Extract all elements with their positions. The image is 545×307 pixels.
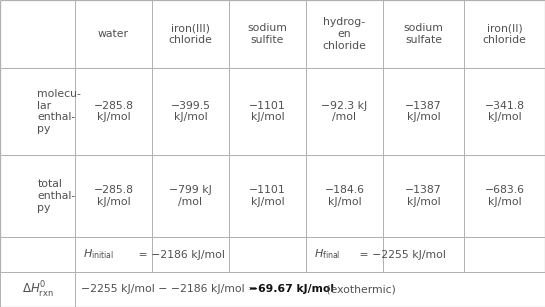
Text: −1387
kJ/mol: −1387 kJ/mol [405,185,442,207]
Text: total
enthal-
py: total enthal- py [38,179,76,213]
Text: −1101
kJ/mol: −1101 kJ/mol [249,185,286,207]
Text: = −2186 kJ/mol: = −2186 kJ/mol [135,250,225,259]
Text: −69.67 kJ/mol: −69.67 kJ/mol [249,285,334,294]
Text: (exothermic): (exothermic) [323,285,396,294]
Text: sodium
sulfite: sodium sulfite [247,23,287,45]
Text: $H_{\rm final}$: $H_{\rm final}$ [314,248,341,261]
Text: iron(II)
chloride: iron(II) chloride [482,23,526,45]
Text: hydrog-
en
chloride: hydrog- en chloride [323,17,366,51]
Text: −399.5
kJ/mol: −399.5 kJ/mol [171,101,210,122]
Text: −341.8
kJ/mol: −341.8 kJ/mol [485,101,524,122]
Text: $H_{\rm initial}$: $H_{\rm initial}$ [83,248,114,261]
Text: −1101
kJ/mol: −1101 kJ/mol [249,101,286,122]
Text: sodium
sulfate: sodium sulfate [403,23,444,45]
Text: −683.6
kJ/mol: −683.6 kJ/mol [485,185,524,207]
Text: −92.3 kJ
/mol: −92.3 kJ /mol [322,101,368,122]
Text: −1387
kJ/mol: −1387 kJ/mol [405,101,442,122]
Text: −2255 kJ/mol − −2186 kJ/mol =: −2255 kJ/mol − −2186 kJ/mol = [81,285,261,294]
Text: molecu-
lar
enthal-
py: molecu- lar enthal- py [38,89,81,134]
Text: −285.8
kJ/mol: −285.8 kJ/mol [94,185,134,207]
Text: −799 kJ
/mol: −799 kJ /mol [169,185,212,207]
Text: iron(III)
chloride: iron(III) chloride [168,23,213,45]
Text: water: water [98,29,129,39]
Text: $\Delta H^0_{\rm rxn}$: $\Delta H^0_{\rm rxn}$ [22,279,53,300]
Text: −184.6
kJ/mol: −184.6 kJ/mol [324,185,365,207]
Text: −285.8
kJ/mol: −285.8 kJ/mol [94,101,134,122]
Text: = −2255 kJ/mol: = −2255 kJ/mol [356,250,446,259]
